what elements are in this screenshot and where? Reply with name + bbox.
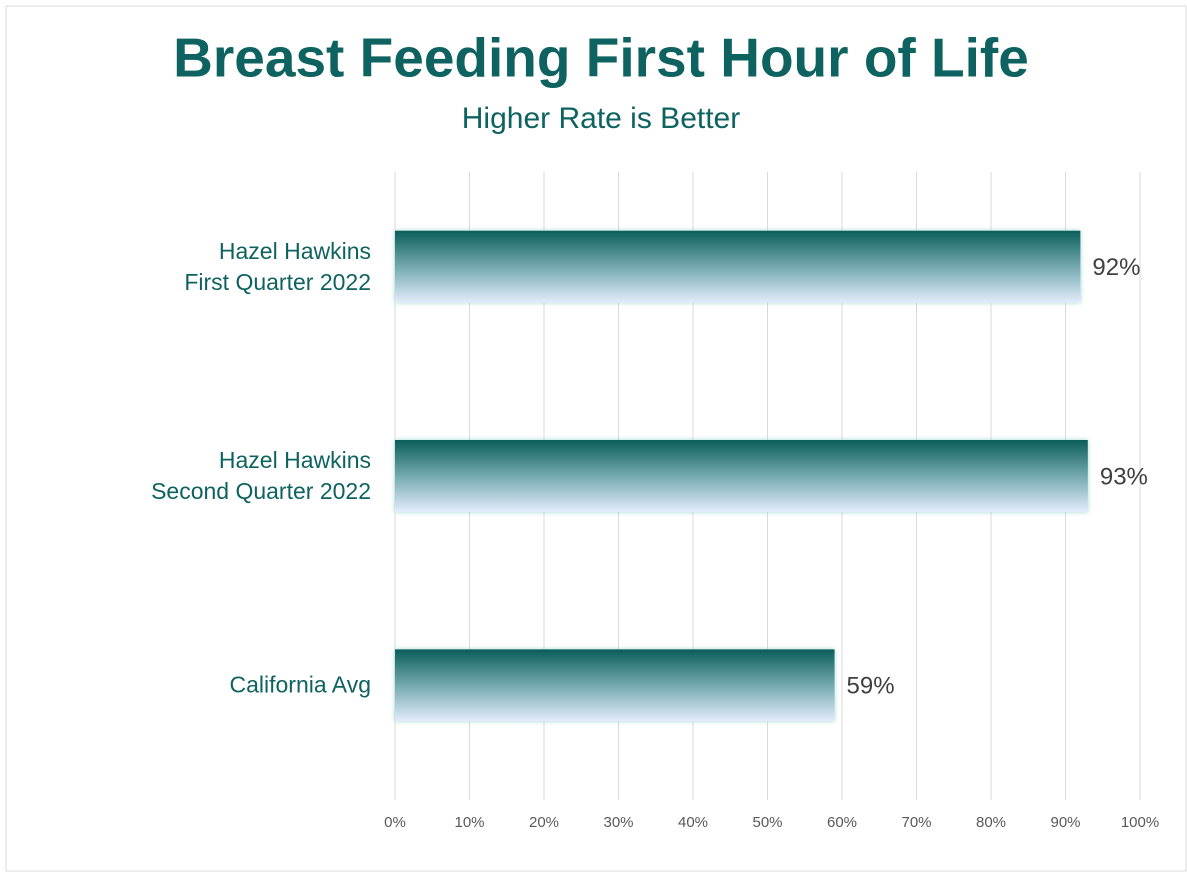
bar xyxy=(395,440,1088,512)
data-label: 93% xyxy=(1100,463,1148,490)
y-tick-label: Hazel Hawkins First Quarter 2022 xyxy=(184,237,371,295)
x-tick-label: 40% xyxy=(678,814,708,831)
x-tick-label: 0% xyxy=(384,814,406,831)
y-tick-label: California Avg xyxy=(229,671,372,698)
x-tick-label: 10% xyxy=(454,814,484,831)
data-label: 59% xyxy=(847,673,895,700)
y-tick-label: Hazel Hawkins Second Quarter 2022 xyxy=(151,447,371,504)
x-tick-label: 70% xyxy=(901,814,931,831)
chart-border xyxy=(5,5,1187,872)
x-tick-label: 30% xyxy=(603,814,633,831)
bar xyxy=(395,649,835,722)
chart-subtitle: Higher Rate is Better xyxy=(462,102,740,135)
x-tick-label: 50% xyxy=(752,814,782,831)
bar xyxy=(395,230,1081,303)
data-label: 92% xyxy=(1092,254,1140,281)
x-tick-label: 20% xyxy=(529,814,559,831)
x-tick-label: 100% xyxy=(1121,814,1159,831)
x-tick-label: 60% xyxy=(827,814,857,831)
x-tick-label: 80% xyxy=(976,814,1006,831)
x-tick-label: 90% xyxy=(1050,814,1080,831)
chart-title: Breast Feeding First Hour of Life xyxy=(173,27,1029,89)
